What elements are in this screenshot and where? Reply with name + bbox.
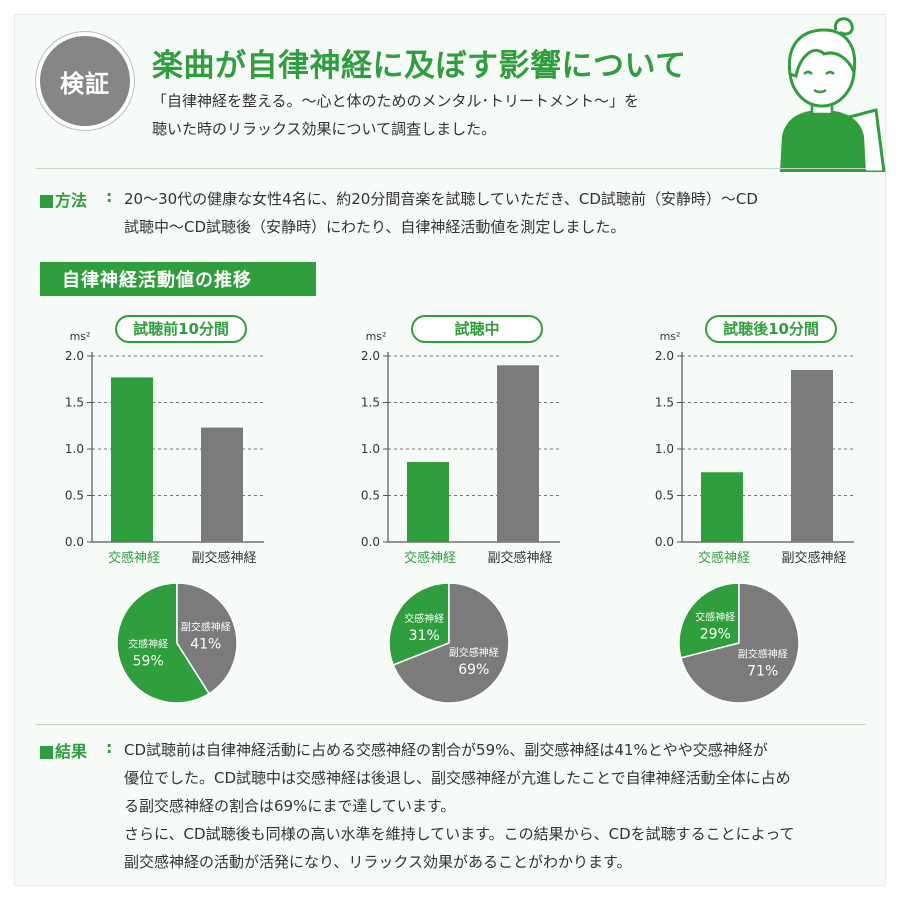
x-category-label: 交感神経 xyxy=(108,550,160,566)
pie-percent-label: 71% xyxy=(747,663,778,679)
kensho-badge: 検証 xyxy=(36,32,134,130)
subtitle-line-1: 「自律神経を整える。～心と体のためのメンタル･トリートメント～」を xyxy=(152,92,640,110)
result-line-3: る副交感神経の割合は69%にまで達しています。 xyxy=(124,797,456,815)
y-tick-label: 1.0 xyxy=(65,442,84,456)
pie-slice-parasympathetic xyxy=(679,582,800,704)
method-line-2: 試聴中～CD試聴後（安静時）にわたり、自律神経活動値を測定しました。 xyxy=(124,218,626,236)
pie-label: 副交感神経 xyxy=(181,621,231,634)
page-title: 楽曲が自律神経に及ぼす影響について xyxy=(152,48,687,84)
result-line-5: 副交感神経の活動が活発になり、リラックス効果があることがわかります。 xyxy=(124,853,632,871)
method-square-icon xyxy=(40,195,53,208)
bar-parasympathetic xyxy=(497,365,539,542)
method-label: 方法 xyxy=(40,187,87,211)
pie-slice-parasympathetic xyxy=(392,582,510,704)
woman-illustration-icon xyxy=(780,17,886,172)
y-tick-label: 2.0 xyxy=(65,349,84,363)
y-tick-label: 0.5 xyxy=(655,489,674,503)
result-colon: : xyxy=(106,738,113,757)
pie-label: 副交感神経 xyxy=(449,646,499,659)
chart-title-pill xyxy=(705,315,837,343)
chart-title: 試聴前10分間 xyxy=(133,320,229,338)
result-line-2: 優位でした。CD試聴中は交感神経は後退し、副交感神経が亢進したことで自律神経活動… xyxy=(124,769,791,787)
pie-chart-during: 交感神経 31% 副交感神経 69% xyxy=(388,582,510,704)
divider-bottom xyxy=(36,724,866,725)
x-category-label: 交感神経 xyxy=(404,550,456,566)
result-line-1: CD試聴前は自律神経活動に占める交感神経の割合が59%、副交感神経は41%とやや… xyxy=(124,741,768,759)
pie-chart-after: 交感神経 29% 副交感神経 71% xyxy=(678,582,800,704)
pie-label: 副交感神経 xyxy=(738,647,788,660)
result-line-4: さらに、CD試聴後も同様の高い水準を維持しています。この結果から、CDを試聴する… xyxy=(124,825,795,843)
y-tick-label: 0.0 xyxy=(65,535,84,549)
pie-percent-label: 29% xyxy=(700,627,731,643)
divider-top xyxy=(36,168,866,169)
section-title: 自律神経活動値の推移 xyxy=(62,270,252,291)
section-title-bar: 自律神経活動値の推移 xyxy=(40,262,316,296)
chart-title-pill xyxy=(115,315,247,343)
x-category-label: 副交感神経 xyxy=(191,550,256,566)
pie-percent-label: 41% xyxy=(190,637,221,653)
y-tick-label: 2.0 xyxy=(361,349,380,363)
pie-percent-label: 59% xyxy=(133,653,164,669)
y-tick-label: 0.0 xyxy=(655,535,674,549)
y-tick-label: 1.0 xyxy=(361,442,380,456)
pie-slice-sympathetic xyxy=(678,582,740,659)
chart-title-pill xyxy=(411,315,543,343)
bar-sympathetic xyxy=(407,462,449,542)
pie-slice-sympathetic xyxy=(388,582,450,667)
chart-title: 試聴中 xyxy=(454,320,499,338)
y-tick-label: 0.5 xyxy=(65,489,84,503)
x-category-label: 交感神経 xyxy=(698,550,750,566)
pie-label: 交感神経 xyxy=(404,612,444,625)
y-axis-unit: ms² xyxy=(366,330,387,343)
bar-chart-during: 試聴中 ms² 0.0 0.5 1.0 1.5 2.0 交感神経 副交感神経 xyxy=(361,315,560,566)
y-tick-label: 1.5 xyxy=(655,396,674,410)
pie-percent-label: 69% xyxy=(458,662,489,678)
x-category-label: 副交感神経 xyxy=(487,550,552,566)
method-colon: : xyxy=(106,187,113,206)
y-tick-label: 2.0 xyxy=(655,349,674,363)
pie-slice-sympathetic xyxy=(116,582,211,704)
y-tick-label: 0.5 xyxy=(361,489,380,503)
bar-parasympathetic xyxy=(201,427,243,542)
bar-parasympathetic xyxy=(791,369,833,542)
method-line-1: 20～30代の健康な女性4名に、約20分間音楽を試聴していただき、CD試聴前（安… xyxy=(124,190,758,208)
pie-label: 交感神経 xyxy=(695,611,735,624)
pie-percent-label: 31% xyxy=(409,628,440,644)
y-tick-label: 1.5 xyxy=(65,396,84,410)
result-label: 結果 xyxy=(40,738,87,762)
pie-label: 交感神経 xyxy=(128,637,168,650)
bar-chart-before: 試聴前10分間 ms² 0.0 0.5 1.0 1.5 2.0 交感神経 副交感神経 xyxy=(65,315,264,566)
bar-chart-after: 試聴後10分間 ms² 0.0 0.5 1.0 1.5 2.0 交感神経 副交感神経 xyxy=(655,315,854,566)
content-panel xyxy=(14,14,886,886)
bar-sympathetic xyxy=(111,377,153,542)
result-square-icon xyxy=(40,746,53,759)
pie-chart-before: 交感神経 59% 副交感神経 41% xyxy=(116,582,238,704)
y-axis-unit: ms² xyxy=(660,330,681,343)
pie-slice-parasympathetic xyxy=(176,582,238,695)
x-category-label: 副交感神経 xyxy=(781,550,846,566)
chart-title: 試聴後10分間 xyxy=(723,320,819,338)
bar-sympathetic xyxy=(701,472,743,542)
y-tick-label: 1.5 xyxy=(361,396,380,410)
y-tick-label: 0.0 xyxy=(361,535,380,549)
y-axis-unit: ms² xyxy=(70,330,91,343)
subtitle-line-2: 聴いた時のリラックス効果について調査しました。 xyxy=(152,120,497,138)
y-tick-label: 1.0 xyxy=(655,442,674,456)
badge-label: 検証 xyxy=(60,69,110,98)
